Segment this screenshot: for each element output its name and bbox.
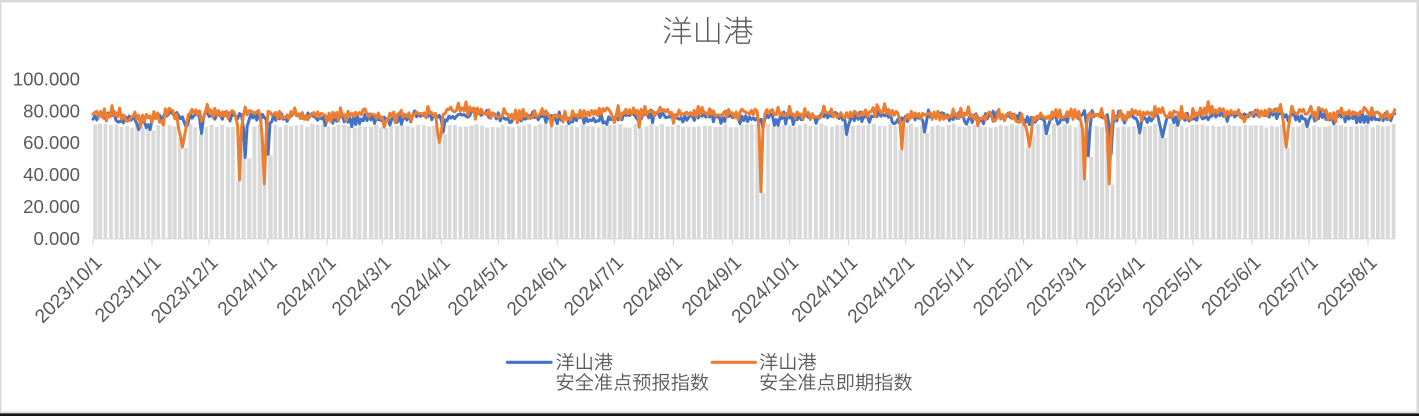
svg-text:60.000: 60.000 (23, 132, 80, 153)
svg-text:100.000: 100.000 (13, 68, 80, 89)
svg-text:80.000: 80.000 (23, 100, 80, 121)
svg-text:40.000: 40.000 (23, 164, 80, 185)
svg-text:0.000: 0.000 (33, 228, 80, 249)
svg-text:20.000: 20.000 (23, 196, 80, 217)
